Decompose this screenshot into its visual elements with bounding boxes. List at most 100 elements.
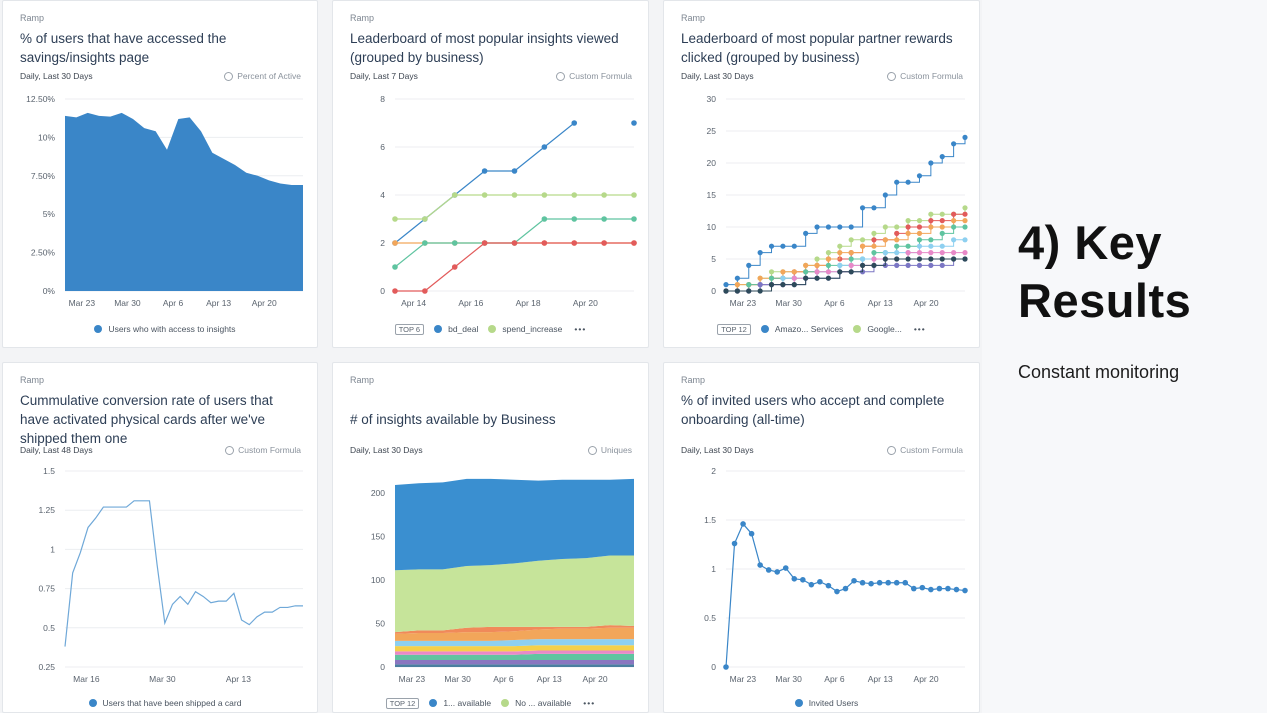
stacked-area-series[interactable] [395,555,634,633]
stacked-area-series[interactable] [395,627,634,641]
card-title[interactable]: # of insights available by Business [350,412,556,427]
data-point[interactable] [780,243,786,249]
data-point[interactable] [817,578,823,585]
chart-card[interactable]: Ramp Leaderboard of most popular insights… [332,0,649,348]
data-point[interactable] [803,275,809,281]
stacked-area-series[interactable] [395,625,634,634]
chart-legend[interactable]: TOP 12 Amazo... Services Google... ••• [664,324,979,335]
data-point[interactable] [928,237,934,243]
card-title[interactable]: Leaderboard of most popular insights vie… [350,31,619,65]
data-point[interactable] [631,192,637,198]
data-point[interactable] [928,256,934,262]
data-point[interactable] [905,179,911,185]
data-point[interactable] [757,250,763,256]
data-point[interactable] [791,576,798,582]
data-point[interactable] [803,262,809,268]
data-point[interactable] [945,585,951,592]
stacked-area-series[interactable] [395,645,634,652]
data-point[interactable] [871,250,877,256]
data-point[interactable] [882,237,888,243]
chart-legend[interactable]: Invited Users [664,698,979,708]
chart-legend[interactable]: TOP 12 1... available No ... available ••• [333,698,648,709]
data-point[interactable] [481,240,488,246]
data-point[interactable] [768,243,775,249]
data-point[interactable] [791,282,797,288]
data-point[interactable] [951,211,957,217]
data-point[interactable] [731,540,738,547]
chart-svg[interactable]: 0 0.5 1 1.5 2 Mar 23 Mar 30 Apr 6 Apr 13 Apr 20 [664,459,980,685]
chart-card[interactable]: Ramp % of invited users who accept and co… [663,362,980,713]
data-point[interactable] [803,269,809,275]
legend-label[interactable]: Amazo... Services [774,324,844,334]
chart-legend[interactable]: Users that have been shipped a card [3,698,317,708]
data-point[interactable] [848,250,854,256]
data-point[interactable] [910,585,917,592]
card-metric-type[interactable]: Custom Formula [556,71,632,81]
data-point[interactable] [848,224,854,230]
data-point[interactable] [768,269,775,275]
data-point[interactable] [951,141,957,147]
legend-top-badge[interactable]: TOP 6 [394,324,425,335]
data-point[interactable] [723,282,729,288]
data-point[interactable] [814,256,820,262]
data-point[interactable] [919,584,926,591]
data-point[interactable] [392,264,398,270]
data-point[interactable] [951,256,957,262]
data-point[interactable] [837,269,843,275]
data-point[interactable] [859,256,866,262]
data-point[interactable] [882,224,888,230]
data-point[interactable] [951,250,957,256]
data-point[interactable] [825,269,832,275]
data-point[interactable] [800,576,806,583]
chart-card[interactable]: Ramp Leaderboard of most popular partner … [663,0,980,348]
data-point[interactable] [962,224,968,230]
data-point[interactable] [916,243,923,249]
data-point[interactable] [814,224,820,230]
data-point[interactable] [541,216,548,222]
legend-label[interactable]: Invited Users [808,698,859,708]
data-point[interactable] [825,582,832,589]
stacked-area-series[interactable] [395,478,634,571]
legend-label[interactable]: No ... available [515,698,572,708]
data-point[interactable] [814,275,820,281]
data-point[interactable] [746,282,752,288]
data-point[interactable] [939,224,945,230]
data-point[interactable] [631,120,637,126]
data-point[interactable] [962,237,968,243]
legend-label[interactable]: Google... [867,324,902,334]
legend-label[interactable]: spend_increase [502,324,563,334]
card-metric-type[interactable]: Uniques [587,445,632,455]
card-metric-type[interactable]: Custom Formula [887,445,963,455]
data-point[interactable] [511,240,518,246]
card-title[interactable]: % of users that have accessed the saving… [20,31,227,65]
data-point[interactable] [928,224,934,230]
data-point[interactable] [951,218,957,224]
data-point[interactable] [541,192,548,198]
legend-label[interactable]: bd_deal [448,324,479,334]
data-point[interactable] [905,256,911,262]
data-point[interactable] [894,256,900,262]
data-point[interactable] [871,243,877,249]
data-point[interactable] [894,179,900,185]
data-point[interactable] [916,173,923,179]
data-point[interactable] [928,250,934,256]
data-point[interactable] [962,134,968,140]
data-point[interactable] [601,216,607,222]
data-point[interactable] [916,224,923,230]
data-point[interactable] [803,230,809,236]
data-point[interactable] [859,579,866,586]
data-point[interactable] [808,581,815,588]
stacked-area-series[interactable] [395,660,634,665]
chart-svg[interactable]: 0.25 0.5 0.75 1 1.25 1.5 Mar 16 Mar 30 Apr 13 [3,459,318,685]
data-point[interactable] [723,288,729,294]
data-point[interactable] [939,250,945,256]
data-point[interactable] [928,586,934,593]
data-point[interactable] [951,224,957,230]
stacked-area-series[interactable] [395,650,634,655]
data-point[interactable] [748,530,755,537]
data-point[interactable] [734,282,740,288]
data-point[interactable] [859,243,866,249]
data-point[interactable] [871,237,877,243]
data-point[interactable] [814,262,820,268]
data-point[interactable] [905,250,911,256]
